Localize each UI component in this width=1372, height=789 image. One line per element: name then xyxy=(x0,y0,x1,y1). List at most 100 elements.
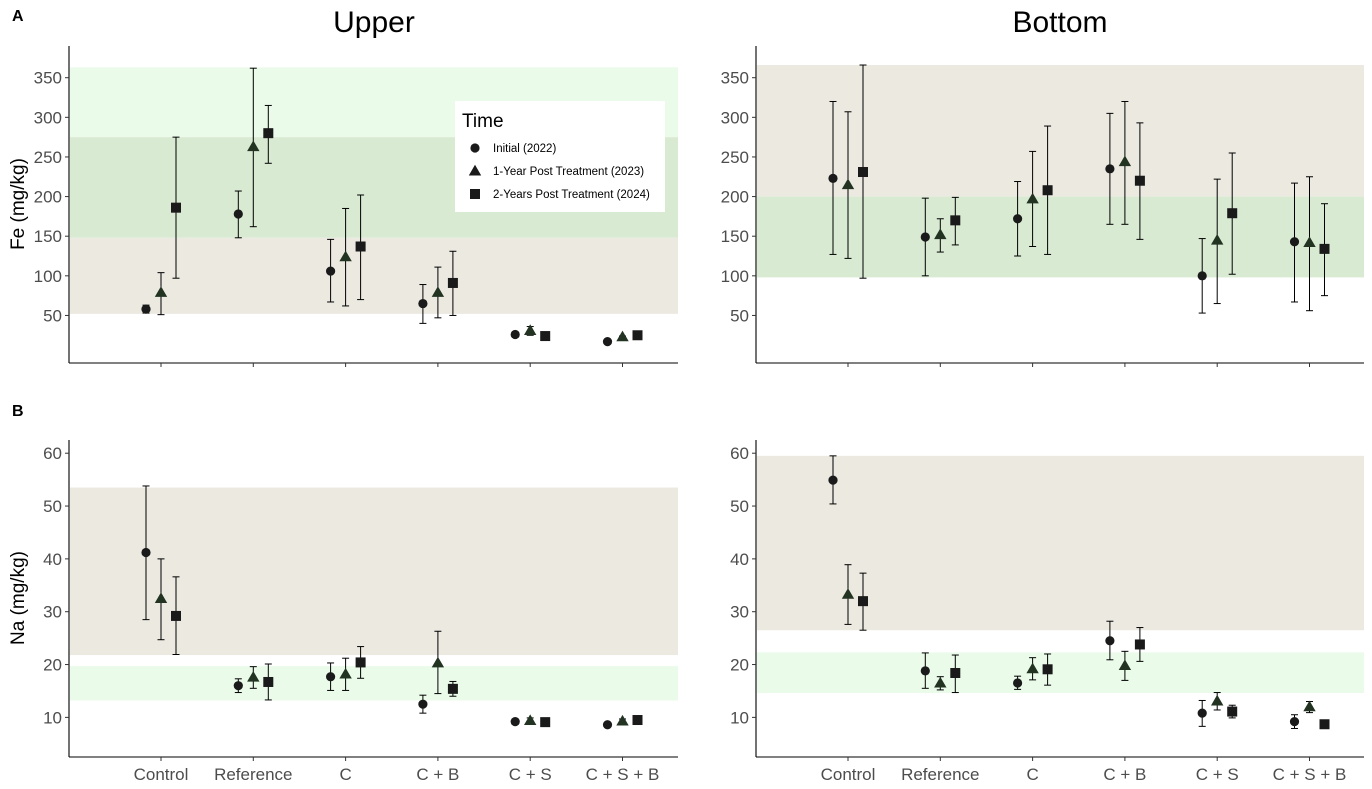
chart-na-bottom: 10 20 30 40 50 60 Control Reference C C + B C + S C… xyxy=(730,440,1364,784)
data-point-control-square xyxy=(858,596,868,607)
reference-band-2 xyxy=(757,652,1364,694)
x-tick-label-c-s-b: C + S + B xyxy=(586,765,660,784)
data-point-c-square xyxy=(1042,664,1053,675)
data-point-c-b-triangle xyxy=(1118,659,1132,671)
y-axis-title-fe: Fe (mg/kg) xyxy=(8,158,29,250)
data-point-c-s-b-circle xyxy=(1289,237,1300,247)
x-tick-label-c: C xyxy=(339,765,351,784)
legend-key-square xyxy=(470,189,480,199)
y-tick-label-10: 10 xyxy=(730,708,749,727)
data-point-c-triangle xyxy=(339,250,352,262)
data-point-reference-square xyxy=(263,676,274,687)
column-title-bottom: Bottom xyxy=(1012,6,1107,39)
data-point-c-s-b-circle xyxy=(602,720,613,730)
y-tick-label-200: 200 xyxy=(34,188,62,207)
legend-item-initial: Initial (2022) xyxy=(493,143,556,155)
x-tick-label-reference: Reference xyxy=(214,765,292,784)
y-tick-label-250: 250 xyxy=(721,148,749,167)
data-point-control-triangle xyxy=(841,178,855,190)
y-tick-label-150: 150 xyxy=(721,227,749,246)
data-point-c-circle xyxy=(1013,214,1023,224)
data-point-c-b-triangle xyxy=(1118,155,1132,167)
legend-item-2-years: 2-Years Post Treatment (2024) xyxy=(493,189,650,201)
data-point-c-b-square xyxy=(447,683,458,694)
chart-na-upper: 10 20 30 40 50 60 Control Reference C C + B C + S C… xyxy=(43,440,678,784)
y-tick-label-250: 250 xyxy=(34,148,62,167)
panel-label-a: A xyxy=(12,8,24,25)
x-tick-label-c-s: C + S xyxy=(509,765,552,784)
data-point-reference-square xyxy=(950,667,961,678)
x-tick-label-c-s: C + S xyxy=(1196,765,1239,784)
data-point-c-b-square xyxy=(447,277,458,288)
reference-band-2 xyxy=(757,196,1364,278)
data-point-c-square xyxy=(355,657,366,668)
data-point-c-s-b-triangle xyxy=(1303,236,1316,248)
data-point-c-circle xyxy=(326,266,336,276)
data-point-c-s-circle xyxy=(1197,271,1207,281)
data-point-c-square xyxy=(1042,185,1053,196)
y-tick-label-200: 200 xyxy=(721,188,749,207)
data-point-c-s-square xyxy=(1227,706,1238,717)
data-point-c-circle xyxy=(326,672,336,682)
x-tick-label-c-b: C + B xyxy=(1103,765,1146,784)
column-title-upper: Upper xyxy=(333,6,415,39)
data-point-c-s-triangle xyxy=(524,324,537,335)
data-point-reference-circle xyxy=(233,681,243,691)
y-tick-label-300: 300 xyxy=(34,108,62,127)
data-point-c-s-b-circle xyxy=(1289,717,1300,727)
x-tick-label-control: Control xyxy=(134,765,189,784)
legend-background xyxy=(455,101,665,212)
reference-band-2 xyxy=(70,666,678,701)
y-tick-label-50: 50 xyxy=(43,306,62,325)
data-point-control-circle xyxy=(141,547,151,558)
data-point-reference-square xyxy=(263,128,274,139)
y-tick-label-20: 20 xyxy=(730,656,749,675)
y-tick-label-60: 60 xyxy=(43,444,62,463)
y-tick-label-50: 50 xyxy=(43,497,62,516)
x-tick-label-control: Control xyxy=(821,765,876,784)
data-point-c-s-b-circle xyxy=(602,337,613,347)
data-point-reference-circle xyxy=(233,209,243,219)
data-point-reference-circle xyxy=(920,666,930,676)
reference-band-1 xyxy=(70,487,678,656)
data-point-c-b-triangle xyxy=(431,286,445,297)
x-tick-label-c-s-b: C + S + B xyxy=(1273,765,1347,784)
data-point-c-s-b-square xyxy=(1319,719,1330,730)
data-point-c-s-triangle xyxy=(1211,233,1224,245)
data-point-c-s-triangle xyxy=(524,714,537,726)
x-tick-label-reference: Reference xyxy=(901,765,979,784)
data-point-c-s-b-square xyxy=(632,715,643,726)
y-tick-label-300: 300 xyxy=(721,108,749,127)
y-tick-label-100: 100 xyxy=(34,267,62,286)
y-tick-label-350: 350 xyxy=(721,69,749,88)
data-point-control-circle xyxy=(828,475,838,485)
data-point-control-circle xyxy=(828,173,838,183)
data-point-c-s-circle xyxy=(510,717,520,727)
data-point-c-s-b-triangle xyxy=(616,330,629,342)
data-point-reference-triangle xyxy=(934,676,947,688)
y-tick-label-20: 20 xyxy=(43,656,62,675)
data-point-control-square xyxy=(171,202,181,213)
y-tick-label-60: 60 xyxy=(730,444,749,463)
data-point-c-triangle xyxy=(339,667,352,679)
data-point-c-s-b-square xyxy=(1319,243,1330,254)
data-point-c-b-circle xyxy=(1105,164,1115,174)
y-tick-label-10: 10 xyxy=(43,708,62,727)
data-point-c-s-b-triangle xyxy=(616,714,629,726)
panel-label-b: B xyxy=(12,403,24,420)
y-tick-label-100: 100 xyxy=(721,267,749,286)
legend-key-triangle xyxy=(468,164,482,176)
data-point-c-circle xyxy=(1013,678,1023,688)
chart-fe-bottom: 50 100 150 200 250 300 350 xyxy=(721,46,1364,367)
data-point-control-triangle xyxy=(154,286,168,297)
data-point-reference-triangle xyxy=(247,140,260,152)
data-point-c-s-b-square xyxy=(632,330,643,341)
data-point-c-b-square xyxy=(1134,175,1145,186)
data-point-control-square xyxy=(171,610,181,621)
data-point-reference-square xyxy=(950,215,961,226)
y-tick-label-40: 40 xyxy=(43,550,62,569)
x-tick-label-c-b: C + B xyxy=(416,765,459,784)
data-point-c-s-b-triangle xyxy=(1303,700,1316,712)
data-point-c-triangle xyxy=(1026,662,1039,674)
